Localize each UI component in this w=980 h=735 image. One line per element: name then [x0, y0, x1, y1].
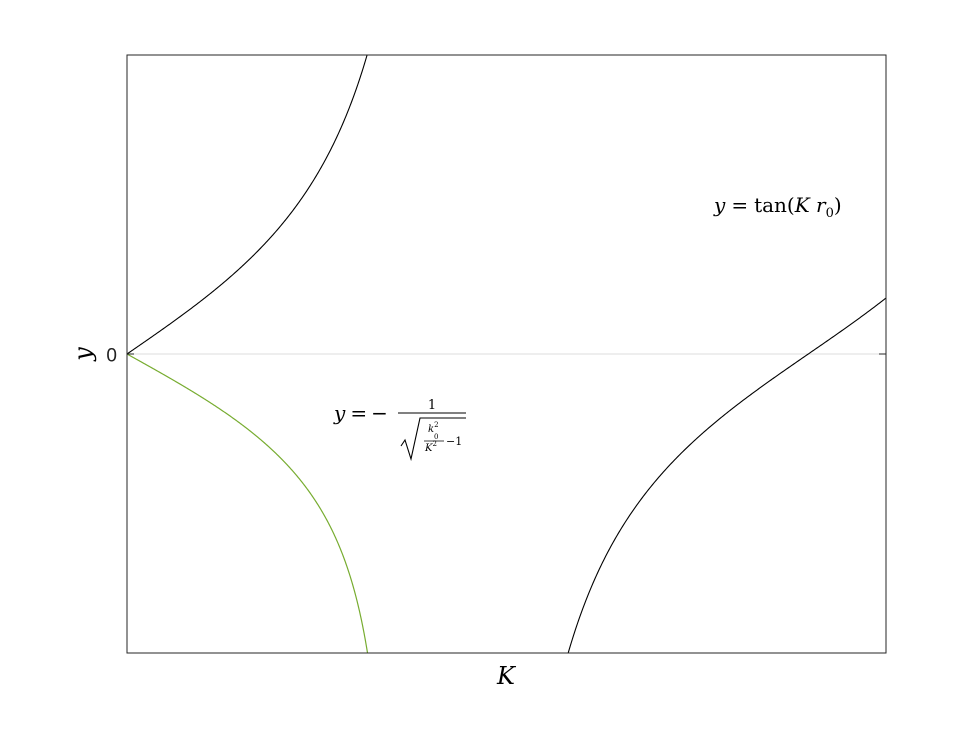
- green-annotation-k0-sub: 0: [434, 433, 438, 441]
- tan-annotation: y = tan(K r0): [713, 193, 842, 221]
- green-curve: [127, 353, 369, 653]
- tan-annotation-text: y = tan(K r0): [713, 193, 842, 221]
- y-tick-label: 0: [106, 346, 117, 367]
- y-axis-label: y: [69, 347, 97, 362]
- green-annotation-K2: K2: [424, 440, 437, 454]
- x-axis-label: K: [496, 662, 517, 690]
- green-curve-annotation: y = − 1 k2 0 K2 −1: [333, 398, 466, 462]
- green-annotation-numerator: 1: [428, 398, 436, 413]
- tan-branch-0: [127, 55, 368, 355]
- green-annotation-k0: k2: [428, 421, 439, 435]
- tan-branch-1: [567, 297, 886, 653]
- green-annotation-lhs: y = −: [333, 401, 388, 425]
- plot-area: [126, 54, 887, 654]
- green-annotation-radical: [400, 417, 466, 462]
- tan-curve-branches: [127, 55, 886, 653]
- green-annotation-minus-one: −1: [446, 435, 462, 448]
